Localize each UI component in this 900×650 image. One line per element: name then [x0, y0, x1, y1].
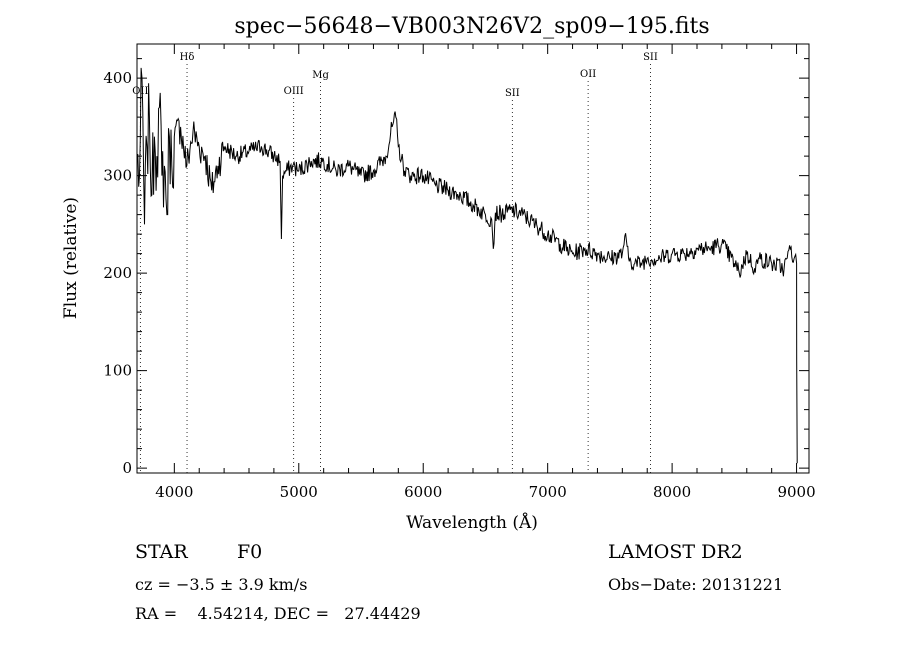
- axis-ticks: 4000 5000 6000 7000 8000 9000 0 100 200 300 400: [103, 44, 816, 501]
- plot-border: [136, 43, 810, 474]
- plot-frame: [136, 43, 810, 474]
- x-tick-label: 4000: [155, 483, 193, 501]
- redshift-info: cz = −3.5 ± 3.9 km/s: [135, 575, 308, 594]
- object-class: STAR: [135, 541, 188, 563]
- spectral-line-label: Hδ: [180, 52, 195, 63]
- spectrum-series: [136, 67, 798, 464]
- x-tick-label: 9000: [777, 483, 815, 501]
- spectral-line-label: SII: [505, 88, 520, 99]
- y-tick-label: 0: [122, 459, 132, 477]
- x-tick-label: 8000: [653, 483, 691, 501]
- chart-title: spec−56648−VB003N26V2_sp09−195.fits: [234, 14, 709, 39]
- obs-date: Obs−Date: 20131221: [608, 575, 784, 594]
- spectral-line-label: Mg: [312, 70, 329, 81]
- x-tick-label: 6000: [404, 483, 442, 501]
- y-axis-label: Flux (relative): [61, 197, 81, 319]
- spectrum-line: [136, 67, 798, 464]
- y-tick-label: 200: [103, 264, 132, 282]
- spectral-line-label: OII: [580, 69, 596, 80]
- y-tick-label: 300: [103, 167, 132, 185]
- y-tick-label: 400: [103, 69, 132, 87]
- coordinates: RA = 4.54214, DEC = 27.44429: [135, 604, 421, 623]
- object-subclass: F0: [237, 541, 263, 563]
- x-axis-label: Wavelength (Å): [406, 512, 538, 533]
- spectral-line-label: OIII: [284, 86, 304, 97]
- spectral-line-label: SII: [643, 52, 658, 63]
- survey-label: LAMOST DR2: [608, 541, 743, 563]
- x-tick-label: 7000: [529, 483, 567, 501]
- y-tick-label: 100: [103, 362, 132, 380]
- x-tick-label: 5000: [280, 483, 318, 501]
